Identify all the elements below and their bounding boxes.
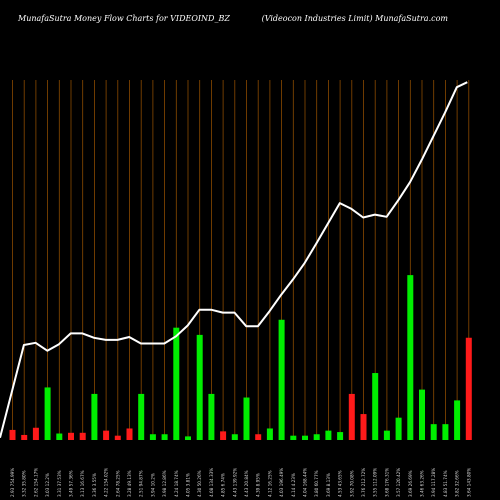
x-tick-label: 4.08 134.33% <box>209 468 214 497</box>
x-tick-label: 4.03 196.49% <box>279 468 284 497</box>
x-tick-label: 3.57 120.42% <box>396 468 401 497</box>
x-tick-label: 4.22 154.02% <box>104 468 109 497</box>
money-flow-bar <box>337 432 344 440</box>
x-tick-label: 4.24 18.74% <box>174 470 179 497</box>
x-tick-label: 4.14 4.23% <box>291 473 296 497</box>
x-tick-label: 3.98 12.86% <box>162 470 167 497</box>
money-flow-line <box>0 81 468 439</box>
money-flow-bar <box>208 393 215 440</box>
money-flow-bar <box>114 435 121 440</box>
money-flow-bar <box>407 275 414 440</box>
chart-title-left: MunafaSutra Money Flow Charts for VIDEOI… <box>18 14 230 23</box>
x-tick-label: 3.13 16.67% <box>80 470 85 497</box>
money-flow-bar <box>360 414 367 440</box>
money-flow-bar <box>231 434 238 440</box>
money-flow-bar <box>161 434 168 440</box>
money-flow-bar <box>454 400 461 440</box>
money-flow-bar <box>185 436 191 440</box>
money-flow-bar <box>126 428 133 440</box>
money-flow-bar <box>313 434 320 440</box>
x-tick-label: 3.92 70.08% <box>349 470 354 497</box>
x-tick-label: 3.69 8.13% <box>326 473 331 497</box>
money-flow-bar <box>173 327 180 440</box>
money-flow-bar <box>419 389 425 440</box>
x-tick-label: 3.46 63.26% <box>420 470 425 497</box>
x-tick-label: 4.39 8.95% <box>256 473 261 497</box>
x-tick-label: 3.28 49.13% <box>127 470 132 497</box>
money-flow-bar <box>220 431 227 440</box>
x-tick-label: 3.36 3.55% <box>92 473 97 497</box>
x-tick-label: 4.12 16.25% <box>267 470 272 497</box>
x-tick-label: 4.30 50.26% <box>197 470 202 497</box>
money-flow-bar <box>266 428 273 440</box>
money-flow-bar <box>149 434 156 440</box>
x-tick-label: 4.04 168.44% <box>303 468 308 497</box>
money-flow-bar <box>278 319 285 440</box>
x-tick-label: 3.49 57.36% <box>69 470 74 497</box>
money-flow-bar <box>348 393 355 440</box>
money-flow-bar <box>383 430 390 440</box>
x-tick-label: 3.31 37.53% <box>57 470 62 497</box>
money-flow-bar <box>103 430 110 440</box>
money-flow-bar <box>32 427 39 440</box>
money-flow-bar <box>465 337 472 440</box>
money-flow-bar <box>196 334 203 440</box>
money-flow-bar <box>395 417 402 440</box>
money-flow-bar <box>138 393 145 440</box>
x-tick-label: 3.55 112.09% <box>373 468 378 497</box>
money-flow-bar <box>91 393 98 440</box>
x-tick-label: 2.62 154.17% <box>33 468 38 497</box>
money-flow-bar <box>255 434 262 440</box>
x-tick-label: 3.94 10.2% <box>150 473 155 497</box>
x-tick-label: 3.68 176.31% <box>384 468 389 497</box>
x-tick-label: 4.85 6.74% <box>221 473 226 497</box>
money-flow-bar <box>44 387 51 440</box>
money-flow-bar <box>68 432 74 440</box>
x-tick-label: 3.69 26.69% <box>408 470 413 497</box>
x-tick-label: 2.51 94.87% <box>139 470 144 497</box>
x-tick-label: 2.64 78.25% <box>115 470 120 497</box>
x-tick-label: 2.93 754.99% <box>10 468 15 497</box>
x-tick-label: 4.53 43.65% <box>338 470 343 497</box>
x-tick-label: 4.43 139.92% <box>232 468 237 497</box>
money-flow-bar <box>290 435 297 440</box>
x-tick-label: 3.64 143.80% <box>466 468 471 497</box>
money-flow-bar <box>9 429 16 440</box>
money-flow-bar <box>325 430 332 440</box>
money-flow-bar <box>372 373 379 440</box>
chart-title-right: (Videocon Industries Limit) MunafaSutra.… <box>261 14 448 23</box>
x-tick-label: 3.76 212.72% <box>361 468 366 497</box>
money-flow-bar <box>302 435 308 440</box>
x-tick-label: 4.83 51.74% <box>443 470 448 497</box>
x-tick-label: 3.32 35.80% <box>22 470 27 497</box>
money-flow-bar <box>56 433 63 440</box>
money-flow-bar <box>243 397 250 440</box>
x-tick-label: 3.03 12.2% <box>45 473 50 497</box>
money-flow-bar <box>430 424 437 440</box>
x-tick-label: 3.94 117.28% <box>431 468 436 497</box>
x-tick-label: 3.82 32.66% <box>455 470 460 497</box>
money-flow-bar <box>442 424 449 440</box>
money-flow-bar <box>79 432 86 440</box>
x-tick-label: 4.05 3.81% <box>186 473 191 497</box>
x-tick-label: 3.80 60.77% <box>314 470 319 497</box>
money-flow-bar <box>21 434 28 440</box>
x-tick-label: 4.43 20.84% <box>244 470 249 497</box>
